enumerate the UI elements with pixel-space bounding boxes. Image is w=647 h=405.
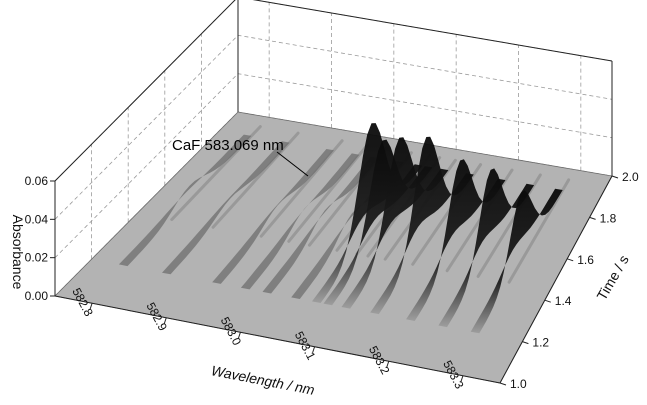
z-tick-label: 0.00 <box>25 289 49 303</box>
frame-edge <box>54 295 501 384</box>
left-wall <box>55 0 238 296</box>
y-tick-label: 1.6 <box>577 253 594 267</box>
absorbance-peak <box>406 159 506 321</box>
frame-edge <box>54 0 236 182</box>
peak-streak <box>476 173 542 278</box>
absorbance-peak <box>312 123 423 303</box>
peak-streak <box>211 131 300 229</box>
y-tick <box>611 175 619 179</box>
z-tick-label: 0.04 <box>25 212 49 226</box>
peak-streak <box>507 178 571 284</box>
absorbance-peak <box>240 153 360 290</box>
absorbance-peak <box>262 156 379 294</box>
y-tick <box>589 216 596 220</box>
peak-streak <box>259 139 344 238</box>
z-tick-label: 0.06 <box>25 174 49 188</box>
y-tick <box>522 341 529 345</box>
absorbance-peak <box>341 137 449 309</box>
peak-streak <box>170 125 262 222</box>
y-tick <box>499 382 507 386</box>
absorbance-peak <box>212 149 334 284</box>
y-tick <box>567 258 574 262</box>
x-tick <box>312 346 316 353</box>
absorbance-peak <box>118 134 252 267</box>
chart-peaks <box>118 123 563 334</box>
y-tick-label: 1.8 <box>600 211 617 225</box>
x-tick <box>237 332 241 339</box>
z-tick-label: 0.02 <box>25 251 49 265</box>
y-tick-label: 2.0 <box>622 170 639 184</box>
chart-frame <box>54 0 613 384</box>
absorbance-peak <box>162 141 290 275</box>
x-tick <box>163 317 167 324</box>
absorbance-peak <box>370 136 474 315</box>
frame-edge <box>252 0 613 62</box>
absorbance-peak <box>470 188 563 334</box>
annotation-label: CaF 583.069 nm <box>172 137 284 154</box>
y-tick-label: 1.2 <box>532 336 549 350</box>
x-tick <box>89 303 93 310</box>
y-tick <box>544 299 551 303</box>
x-axis-label: Wavelength / nm <box>210 362 316 398</box>
x-tick <box>386 361 390 368</box>
y-tick-label: 1.0 <box>510 377 527 391</box>
z-axis-label: Absorbance <box>10 215 26 290</box>
y-tick-label: 1.4 <box>555 294 572 308</box>
absorbance-peak <box>438 168 535 328</box>
frame-edge <box>499 175 613 384</box>
annotation-leader <box>276 151 309 177</box>
y-axis-label: Time / s <box>593 252 631 303</box>
absorbance-peak <box>323 139 433 306</box>
x-tick <box>460 375 464 382</box>
